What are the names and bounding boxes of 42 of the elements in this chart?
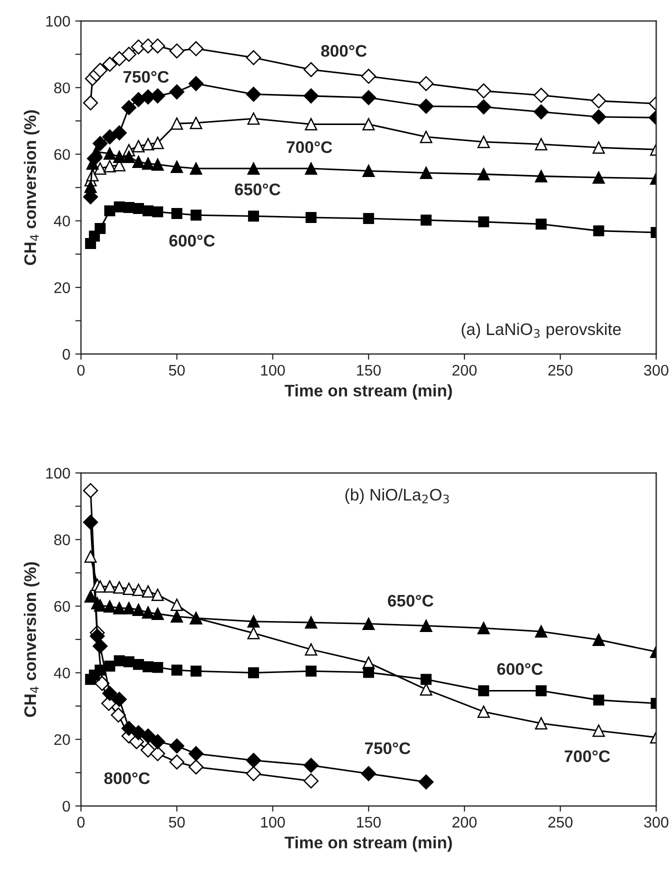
- x-tick-label: 150: [357, 364, 381, 376]
- annotation: (b) NiO/La$_{2}$O$_{3}$: [345, 488, 449, 504]
- x-tick-label: 300: [644, 816, 668, 828]
- x-tick-label: 100: [261, 816, 285, 828]
- x-tick-label: 200: [452, 816, 477, 828]
- y-tick-label: 40: [54, 668, 70, 678]
- x-tick-label: 0: [77, 816, 85, 828]
- y-axis-title: CH$_{4}$ conversion (%): [24, 562, 40, 717]
- series-label: 700°C: [564, 750, 610, 762]
- y-tick-label: 100: [46, 468, 70, 479]
- y-tick-label: 80: [54, 82, 70, 94]
- x-tick-label: 50: [168, 364, 185, 376]
- y-tick-label: 0: [62, 348, 70, 360]
- y-axis-title: CH$_{4}$ conversion (%): [24, 110, 40, 265]
- x-tick-label: 250: [548, 816, 572, 828]
- x-tick-label: 150: [357, 816, 381, 828]
- x-axis-title: Time on stream (min): [284, 384, 452, 400]
- x-tick-label: 200: [452, 364, 477, 376]
- x-axis-title: Time on stream (min): [284, 836, 452, 852]
- y-tick-label: 60: [54, 149, 70, 160]
- series-label: 650°C: [388, 594, 434, 607]
- x-tick-label: 250: [548, 364, 572, 376]
- series-label: 700°C: [286, 141, 332, 154]
- x-tick-label: 0: [77, 364, 85, 376]
- series-label: 600°C: [497, 663, 543, 675]
- y-tick-label: 100: [46, 16, 70, 27]
- y-tick-label: 40: [54, 216, 70, 226]
- series-label: 750°C: [365, 742, 410, 754]
- y-tick-label: 60: [54, 601, 70, 612]
- y-tick-label: 20: [54, 282, 70, 294]
- y-tick-label: 20: [54, 734, 70, 746]
- annotation: (a) LaNiO$_{3}$ perovskite: [462, 322, 621, 338]
- y-tick-label: 80: [54, 534, 70, 546]
- x-tick-label: 50: [168, 816, 185, 828]
- series-label: 800°C: [104, 772, 150, 784]
- x-tick-label: 100: [261, 364, 285, 376]
- x-tick-label: 300: [644, 364, 668, 376]
- series-label: 600°C: [169, 234, 215, 247]
- series-label: 800°C: [321, 44, 367, 57]
- series-label: 650°C: [234, 184, 280, 196]
- y-tick-label: 0: [62, 800, 70, 812]
- series-label: 750°C: [123, 70, 169, 83]
